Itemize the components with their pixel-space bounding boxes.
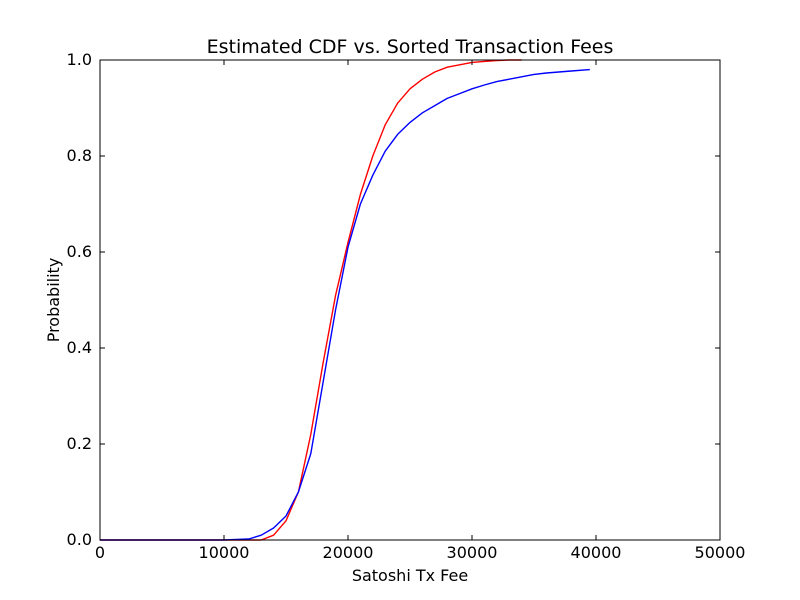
x-tick-label: 10000 bbox=[199, 543, 250, 562]
chart-title: Estimated CDF vs. Sorted Transaction Fee… bbox=[207, 36, 614, 58]
y-tick-label: 0.6 bbox=[67, 242, 92, 261]
series-line-2 bbox=[100, 68, 590, 541]
x-tick-label: 40000 bbox=[571, 543, 622, 562]
y-tick-label: 0.2 bbox=[67, 434, 92, 453]
y-tick-label: 1.0 bbox=[67, 50, 92, 69]
series-line-1 bbox=[100, 59, 522, 541]
y-tick-label: 0.4 bbox=[67, 338, 92, 357]
x-tick-label: 30000 bbox=[447, 543, 498, 562]
x-tick-label: 50000 bbox=[695, 543, 746, 562]
plot-area: 0 10000 20000 30000 40000 50000 0.0 0.2 0.4 0.6 0.… bbox=[67, 50, 746, 562]
y-tick-label: 0.0 bbox=[67, 530, 92, 549]
x-axis-title: Satoshi Tx Fee bbox=[352, 566, 468, 585]
x-tick-label: 20000 bbox=[323, 543, 374, 562]
plot-frame bbox=[99, 59, 721, 541]
y-axis-title: Probability bbox=[44, 258, 63, 343]
y-tick-label: 0.8 bbox=[67, 146, 92, 165]
x-tick-label: 0 bbox=[95, 543, 105, 562]
